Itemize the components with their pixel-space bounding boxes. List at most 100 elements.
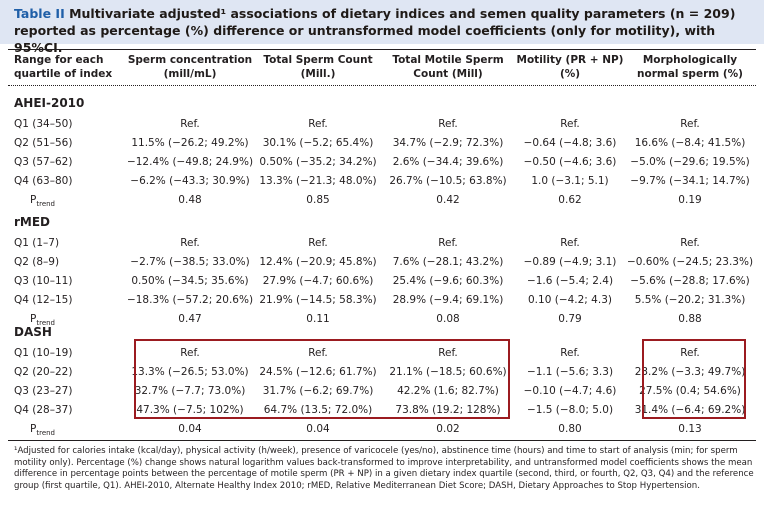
- ptrend-label: Ptrend: [30, 313, 55, 327]
- cell-morphology: 5.5% (−20.2; 31.3%): [634, 294, 746, 306]
- table-title: Table II Multivariate adjusted¹ associat…: [14, 5, 754, 56]
- cell-morphology: Ref.: [680, 347, 700, 359]
- ptrend-total-sperm-count: 0.04: [306, 423, 330, 435]
- cell-total-sperm-count: 31.7% (−6.2; 69.7%): [262, 385, 374, 397]
- ptrend-total-motile-count: 0.42: [436, 194, 460, 206]
- ptrend-total-motile-count: 0.02: [436, 423, 460, 435]
- table-caption: Multivariate adjusted¹ associations of d…: [14, 6, 736, 55]
- cell-total-motile-count: 73.8% (19.2; 128%): [395, 404, 501, 416]
- ptrend-morphology: 0.19: [678, 194, 702, 206]
- cell-sperm-concentration: −18.3% (−57.2; 20.6%): [126, 294, 254, 306]
- cell-motility: −1.1 (−5.6; 3.3): [526, 366, 614, 378]
- ptrend-total-motile-count: 0.08: [436, 313, 460, 325]
- ptrend-subscript: trend: [36, 429, 55, 438]
- cell-sperm-concentration: 32.7% (−7.7; 73.0%): [134, 385, 246, 397]
- cell-motility: −0.64 (−4.8; 3.6): [523, 137, 617, 149]
- group-heading: rMED: [14, 215, 51, 229]
- ptrend-sperm-concentration: 0.04: [178, 423, 202, 435]
- cell-sperm-concentration: Ref.: [180, 347, 200, 359]
- top-rule: [8, 49, 756, 50]
- ptrend-subscript: trend: [36, 200, 55, 209]
- row-label: Q4 (12–15): [14, 294, 73, 306]
- header-rule: [8, 85, 756, 86]
- row-label: Q1 (10–19): [14, 347, 73, 359]
- ptrend-letter: P: [30, 194, 37, 206]
- cell-motility: −0.50 (−4.6; 3.6): [523, 156, 617, 168]
- table-footnote: ¹Adjusted for calories intake (kcal/day)…: [14, 446, 754, 491]
- cell-morphology: 16.6% (−8.4; 41.5%): [634, 137, 746, 149]
- row-label: Q1 (1–7): [14, 237, 60, 249]
- cell-total-sperm-count: 24.5% (−12.6; 61.7%): [259, 366, 377, 378]
- cell-total-motile-count: 21.1% (−18.5; 60.6%): [389, 366, 507, 378]
- row-label: Q3 (57–62): [14, 156, 73, 168]
- cell-sperm-concentration: −12.4% (−49.8; 24.9%): [126, 156, 254, 168]
- row-label: Q4 (63–80): [14, 175, 73, 187]
- ptrend-subscript: trend: [36, 319, 55, 328]
- cell-morphology: −5.0% (−29.6; 19.5%): [630, 156, 750, 168]
- cell-sperm-concentration: 0.50% (−34.5; 35.6%): [131, 275, 249, 287]
- cell-sperm-concentration: Ref.: [180, 118, 200, 130]
- ptrend-total-sperm-count: 0.85: [306, 194, 330, 206]
- cell-total-sperm-count: 13.3% (−21.3; 48.0%): [259, 175, 377, 187]
- highlight-box-dash-sperm: [134, 339, 510, 419]
- ptrend-motility: 0.62: [558, 194, 582, 206]
- header-motility: Motility (PR + NP) (%): [516, 54, 624, 80]
- cell-sperm-concentration: −2.7% (−38.5; 33.0%): [130, 256, 250, 268]
- cell-morphology: 31.4% (−6.4; 69.2%): [634, 404, 746, 416]
- ptrend-morphology: 0.13: [678, 423, 702, 435]
- cell-total-motile-count: 2.6% (−34.4; 39.6%): [392, 156, 504, 168]
- ptrend-total-sperm-count: 0.11: [306, 313, 330, 325]
- cell-sperm-concentration: 13.3% (−26.5; 53.0%): [131, 366, 249, 378]
- cell-morphology: 23.2% (−3.3; 49.7%): [634, 366, 746, 378]
- cell-total-motile-count: 28.9% (−9.4; 69.1%): [392, 294, 504, 306]
- cell-total-motile-count: 7.6% (−28.1; 43.2%): [392, 256, 504, 268]
- header-total-sperm-count: Total Sperm Count (Mill.): [263, 54, 373, 80]
- cell-motility: −0.10 (−4.7; 4.6): [523, 385, 617, 397]
- group-heading: DASH: [14, 325, 52, 339]
- cell-total-motile-count: Ref.: [438, 118, 458, 130]
- cell-motility: Ref.: [560, 118, 580, 130]
- cell-total-sperm-count: 27.9% (−4.7; 60.6%): [262, 275, 374, 287]
- ptrend-sperm-concentration: 0.47: [178, 313, 202, 325]
- row-label: Q1 (34–50): [14, 118, 73, 130]
- bottom-rule: [8, 440, 756, 441]
- ptrend-letter: P: [30, 423, 37, 435]
- cell-morphology: 27.5% (0.4; 54.6%): [639, 385, 741, 397]
- cell-total-motile-count: Ref.: [438, 237, 458, 249]
- header-total-motile-count: Total Motile Sperm Count (Mill): [392, 54, 504, 80]
- cell-total-sperm-count: 21.9% (−14.5; 58.3%): [259, 294, 377, 306]
- cell-total-motile-count: 26.7% (−10.5; 63.8%): [389, 175, 507, 187]
- table-number: Table II: [14, 6, 65, 21]
- cell-sperm-concentration: Ref.: [180, 237, 200, 249]
- ptrend-letter: P: [30, 313, 37, 325]
- ptrend-sperm-concentration: 0.48: [178, 194, 202, 206]
- cell-morphology: −5.6% (−28.8; 17.6%): [630, 275, 750, 287]
- group-heading: AHEI-2010: [14, 96, 85, 110]
- cell-morphology: Ref.: [680, 237, 700, 249]
- ptrend-label: Ptrend: [30, 194, 55, 208]
- cell-motility: −1.6 (−5.4; 2.4): [526, 275, 614, 287]
- cell-motility: 0.10 (−4.2; 4.3): [528, 294, 612, 306]
- cell-total-motile-count: 42.2% (1.6; 82.7%): [397, 385, 499, 397]
- row-label: Q4 (28–37): [14, 404, 73, 416]
- cell-total-sperm-count: Ref.: [308, 237, 328, 249]
- cell-total-sperm-count: 30.1% (−5.2; 65.4%): [262, 137, 374, 149]
- cell-motility: Ref.: [560, 347, 580, 359]
- cell-total-motile-count: 34.7% (−2.9; 72.3%): [392, 137, 504, 149]
- cell-sperm-concentration: −6.2% (−43.3; 30.9%): [130, 175, 250, 187]
- cell-total-sperm-count: 12.4% (−20.9; 45.8%): [259, 256, 377, 268]
- table-title-box: Table II Multivariate adjusted¹ associat…: [0, 0, 764, 55]
- cell-morphology: Ref.: [680, 118, 700, 130]
- cell-motility: −1.5 (−8.0; 5.0): [526, 404, 614, 416]
- cell-total-motile-count: Ref.: [438, 347, 458, 359]
- highlight-box-dash-morphology: [642, 339, 746, 419]
- cell-total-sperm-count: Ref.: [308, 118, 328, 130]
- ptrend-motility: 0.79: [558, 313, 582, 325]
- cell-sperm-concentration: 11.5% (−26.2; 49.2%): [131, 137, 249, 149]
- header-sperm-concentration: Sperm concentration (mill/mL): [127, 54, 253, 80]
- ptrend-motility: 0.80: [558, 423, 582, 435]
- ptrend-morphology: 0.88: [678, 313, 702, 325]
- header-morphology: Morphologically normal sperm (%): [637, 54, 743, 80]
- row-label: Q2 (8–9): [14, 256, 60, 268]
- cell-motility: −0.89 (−4.9; 3.1): [523, 256, 617, 268]
